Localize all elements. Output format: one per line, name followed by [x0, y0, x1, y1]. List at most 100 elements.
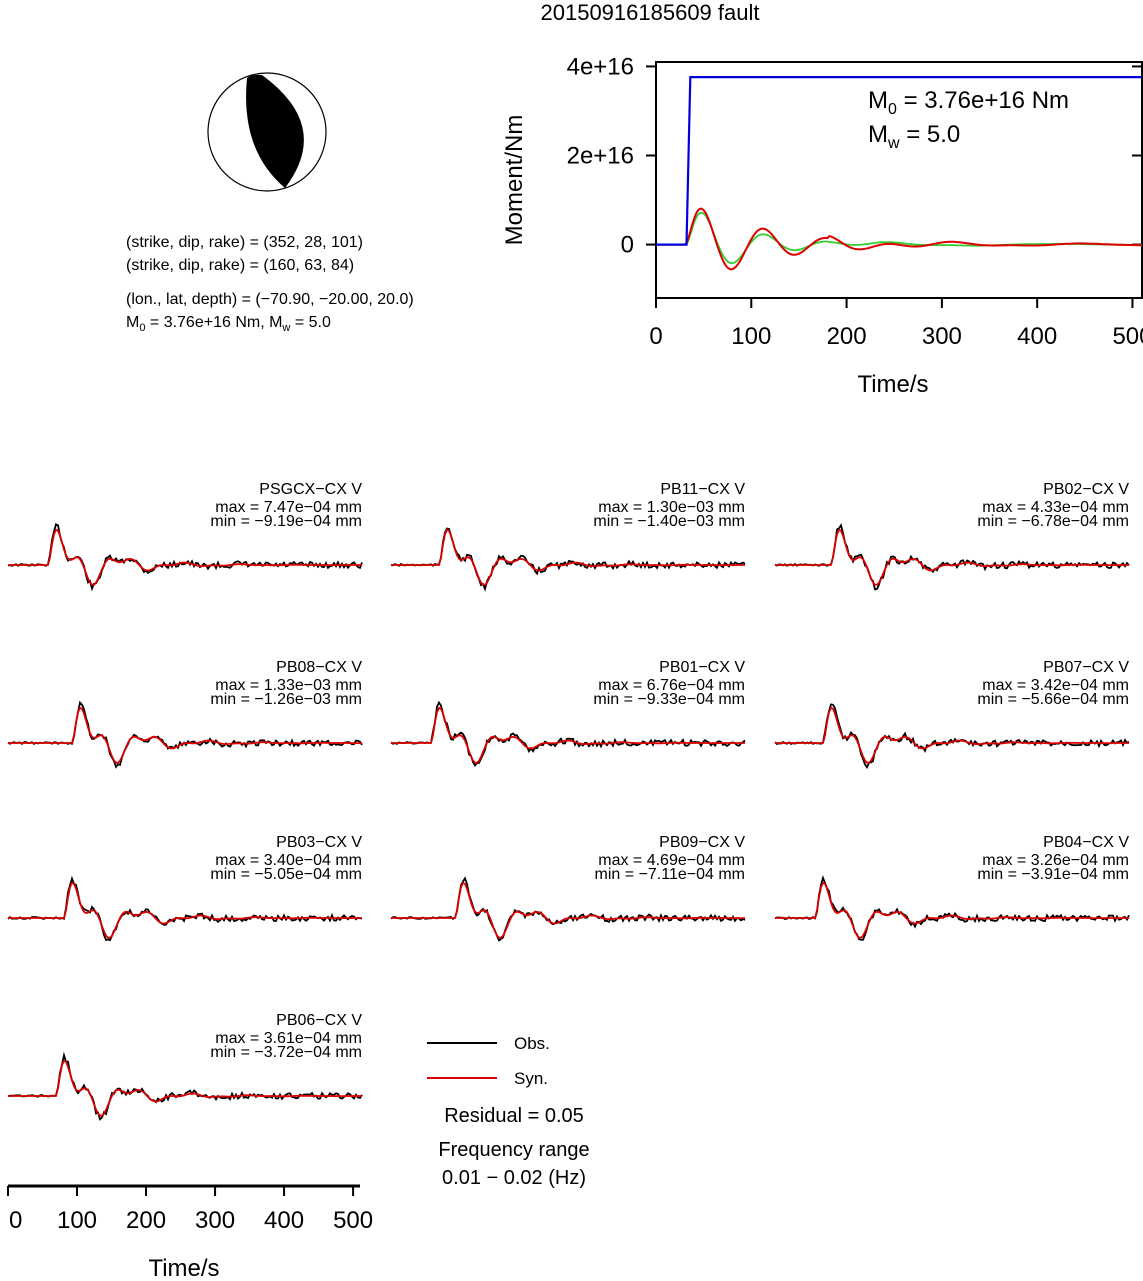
- waveform-xtick-label: 200: [126, 1207, 166, 1234]
- moment-y-axis: 4e+16 2e+16 0: [567, 53, 1142, 259]
- waveform-time-axis: 0 100 200 300 400 500: [7, 1184, 373, 1234]
- beachball: [207, 72, 327, 192]
- figure-title: 20150916185609 fault: [541, 0, 760, 25]
- observed-trace: [7, 875, 362, 942]
- strike-line-2: (strike, dip, rake) = (160, 63, 84): [126, 257, 354, 274]
- moment-line: M0 = 3.76e+16 Nm, Mw = 5.0: [126, 314, 331, 334]
- synthetic-trace: [8, 706, 363, 764]
- moment-ytick-label: 4e+16: [567, 53, 634, 80]
- moment-xtick-label: 300: [922, 323, 962, 350]
- observed-trace: [390, 876, 746, 942]
- moment-plot-frame: [655, 61, 1143, 299]
- observed-trace: [7, 1051, 363, 1121]
- station-name: PB06−CX V: [276, 1012, 362, 1029]
- moment-ylabel: Moment/Nm: [501, 115, 528, 246]
- waveform-xtick-label: 400: [264, 1207, 304, 1234]
- synthetic-trace: [391, 706, 745, 764]
- station-min: min = −3.72e−04 mm: [210, 1044, 362, 1061]
- station-name: PB08−CX V: [276, 659, 362, 676]
- moment-x-axis: 0 100 200 300 400 500: [649, 298, 1143, 350]
- legend-obs-label: Obs.: [514, 1034, 550, 1053]
- legend-syn-label: Syn.: [514, 1069, 548, 1088]
- frequency-title: Frequency range: [438, 1139, 589, 1161]
- observed-trace: [774, 874, 1130, 941]
- synthetic-trace: [775, 706, 1129, 764]
- observed-trace: [7, 523, 363, 592]
- station-max: max = 3.40e−04 mm: [215, 852, 362, 869]
- red-curve: [656, 207, 1142, 271]
- station-name: PB02−CX V: [1043, 481, 1129, 498]
- station-max: max = 4.69e−04 mm: [598, 852, 745, 869]
- station-name: PSGCX−CX V: [259, 481, 362, 498]
- station-max: max = 1.33e−03 mm: [215, 677, 362, 694]
- station-min: min = −6.78e−04 mm: [977, 513, 1129, 530]
- observed-trace: [774, 523, 1130, 591]
- station-min: min = −1.26e−03 mm: [210, 691, 362, 708]
- station-name: PB07−CX V: [1043, 659, 1129, 676]
- station-max: max = 4.33e−04 mm: [982, 499, 1129, 516]
- station-name: PB09−CX V: [659, 834, 745, 851]
- synthetic-trace: [8, 528, 362, 586]
- waveform-xtick-label: 300: [195, 1207, 235, 1234]
- synthetic-trace: [391, 528, 745, 586]
- m0-annotation: M0 = 3.76e+16 Nm: [868, 87, 1069, 118]
- moment-function-line: [656, 76, 1142, 246]
- frequency-range: 0.01 − 0.02 (Hz): [442, 1167, 586, 1189]
- synthetic-trace: [391, 881, 746, 939]
- station-max: max = 3.26e−04 mm: [982, 852, 1129, 869]
- station-min: min = −9.19e−04 mm: [210, 513, 362, 530]
- station-name: PB11−CX V: [660, 481, 745, 498]
- waveform-xtick-label: 100: [57, 1207, 97, 1234]
- synthetic-trace: [775, 881, 1129, 939]
- moment-xtick-label: 100: [731, 323, 771, 350]
- moment-plot: 4e+16 2e+16 0 0 100 200 300 400 500 Moment/Nm T…: [501, 53, 1143, 398]
- moment-xtick-label: 500: [1112, 323, 1143, 350]
- observed-trace: [390, 700, 746, 767]
- station-min: min = −5.66e−04 mm: [977, 691, 1129, 708]
- synthetic-trace: [8, 1059, 362, 1117]
- station-max: max = 1.30e−03 mm: [598, 499, 745, 516]
- moment-xtick-label: 200: [827, 323, 867, 350]
- residual-label: Residual = 0.05: [444, 1105, 584, 1127]
- legend: Obs. Syn.: [427, 1034, 550, 1088]
- waveform-xtick-label: 500: [333, 1207, 373, 1234]
- moment-xlabel: Time/s: [857, 371, 928, 398]
- station-max: max = 6.76e−04 mm: [598, 677, 745, 694]
- observed-trace: [7, 700, 363, 769]
- station-min: min = −7.11e−04 mm: [595, 866, 745, 883]
- moment-xtick-label: 0: [649, 323, 662, 350]
- station-min: min = −3.91e−04 mm: [977, 866, 1129, 883]
- station-max: max = 3.61e−04 mm: [215, 1030, 362, 1047]
- mw-annotation: Mw = 5.0: [868, 121, 960, 152]
- station-min: min = −9.33e−04 mm: [593, 691, 745, 708]
- location-line: (lon., lat, depth) = (−70.90, −20.00, 20…: [126, 291, 414, 308]
- station-max: max = 7.47e−04 mm: [215, 499, 362, 516]
- station-name: PB01−CX V: [659, 659, 745, 676]
- station-max: max = 3.42e−04 mm: [982, 677, 1129, 694]
- station-min: min = −1.40e−03 mm: [593, 513, 745, 530]
- station-name: PB04−CX V: [1043, 834, 1129, 851]
- synthetic-trace: [775, 528, 1129, 586]
- moment-ytick-label: 2e+16: [567, 143, 634, 170]
- green-curve: [656, 211, 1142, 265]
- moment-ytick-label: 0: [621, 232, 634, 259]
- station-name: PB03−CX V: [276, 834, 362, 851]
- waveform-xtick-label: 0: [9, 1207, 22, 1234]
- moment-xtick-label: 400: [1017, 323, 1057, 350]
- synthetic-trace: [8, 881, 362, 939]
- waveform-xlabel: Time/s: [148, 1255, 219, 1281]
- strike-line-1: (strike, dip, rake) = (352, 28, 101): [126, 234, 363, 251]
- station-min: min = −5.05e−04 mm: [210, 866, 362, 883]
